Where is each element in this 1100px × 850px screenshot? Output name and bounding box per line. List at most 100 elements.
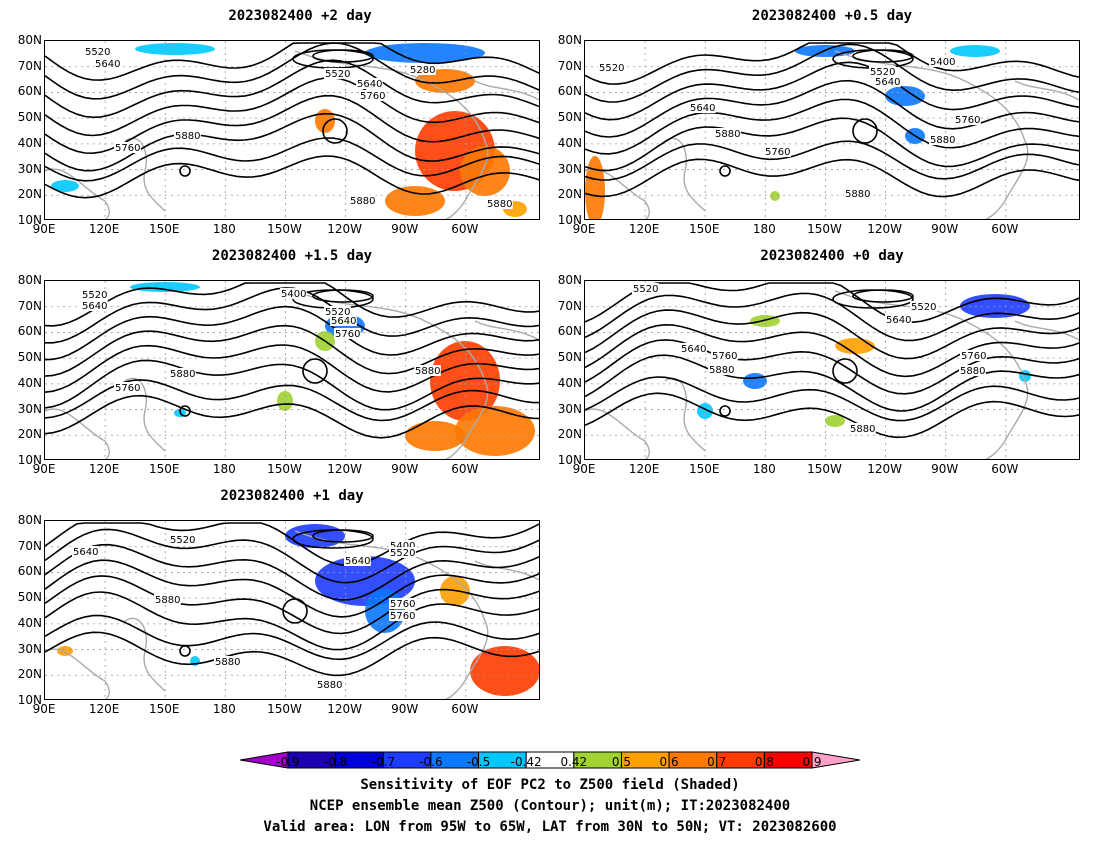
contour-label: 5640	[875, 77, 900, 88]
closed-contour	[179, 645, 191, 657]
lon-tick-label: 150W	[267, 702, 302, 716]
contour-label: 5520	[390, 548, 415, 559]
lon-tick-label: 120W	[327, 702, 362, 716]
contour-label: 5280	[410, 65, 435, 76]
contour-label-bg	[344, 555, 371, 566]
sensitivity-shading	[57, 646, 73, 656]
contour-label: 5880	[415, 366, 440, 377]
closed-contour	[292, 49, 374, 69]
contour-label-bg	[711, 350, 738, 361]
lon-tick-label: 150E	[148, 702, 180, 716]
z500-contour	[585, 376, 1079, 422]
contour-label: 5520	[911, 302, 936, 313]
closed-contour	[719, 405, 731, 417]
lon-tick-label: 90W	[391, 702, 419, 716]
lat-tick-label: 10N	[557, 213, 582, 227]
sensitivity-shading	[315, 109, 335, 133]
contour-label-bg	[81, 300, 108, 311]
contour-label-bg	[910, 301, 937, 312]
contour-label-bg	[929, 56, 956, 67]
contour-label-bg	[844, 188, 871, 199]
z500-contour	[45, 112, 539, 172]
contour-label-bg	[414, 365, 441, 376]
colorbar-tick-label: 0.8	[754, 755, 774, 769]
lat-tick-label: 70N	[557, 298, 582, 313]
panel-title: 2023082400 +1.5 day	[211, 248, 373, 264]
contour-label: 5880	[960, 366, 985, 377]
colorbar-tick-label: 0.5	[611, 755, 631, 769]
lat-tick-label: 40N	[557, 135, 582, 150]
contour-label-bg	[954, 114, 981, 125]
contour-label: 5880	[170, 369, 195, 380]
colorbar-tick-label: -0.42	[510, 755, 542, 769]
lat-tick-label: 60N	[557, 84, 582, 99]
contour-label: 5760	[955, 115, 980, 126]
closed-contour	[312, 289, 374, 303]
contour-label-bg	[324, 68, 351, 79]
coastline	[474, 560, 539, 581]
contour-label-bg	[359, 90, 386, 101]
sensitivity-shading	[385, 186, 445, 216]
contour-label-bg	[874, 76, 901, 87]
lon-tick-label: 90E	[32, 462, 56, 476]
contour-label-bg	[114, 142, 141, 153]
lon-tick-label: 150E	[148, 222, 180, 236]
panel-title: 2023082400 +2 day	[228, 8, 372, 24]
map-plus-1-day: 5520 5640 5400 5520 5640 5760 5880 5760 5880 5880	[44, 520, 540, 700]
contour-label-bg	[334, 328, 361, 339]
contour-label: 5520	[170, 535, 195, 546]
z500-contour	[45, 324, 539, 377]
contour-label-bg	[960, 350, 987, 361]
lat-tick-label: 20N	[17, 187, 42, 202]
contour-label: 5760	[335, 329, 360, 340]
z500-contour	[585, 392, 1079, 439]
closed-contour	[852, 49, 914, 63]
lon-tick-label: 60W	[991, 222, 1019, 236]
colorbar-tick-label: -0.8	[323, 755, 348, 769]
contour-label-bg	[349, 195, 376, 206]
contour-label: 5640	[681, 344, 706, 355]
contour-label-bg	[72, 546, 99, 557]
contour-label: 5640	[95, 59, 120, 70]
sensitivity-shading	[430, 341, 500, 421]
lat-tick-label: 40N	[17, 615, 42, 630]
contour-label: 5880	[930, 135, 955, 146]
caption-line-3: Valid area: LON from 95W to 65W, LAT fro…	[263, 819, 837, 835]
contour-label: 5760	[115, 383, 140, 394]
lon-tick-label: 120E	[628, 222, 660, 236]
sensitivity-shading	[135, 43, 215, 55]
colorbar-tick-label: -0.9	[276, 755, 300, 769]
lon-tick-label: 180	[212, 222, 236, 236]
lon-tick-label: 120W	[867, 222, 902, 236]
contour-label: 5640	[690, 103, 715, 114]
contour-label: 5880	[850, 424, 875, 435]
sensitivity-shading	[825, 415, 845, 427]
map-svg: 5520552056405640576058805760588058805880	[585, 281, 1079, 459]
closed-contour	[292, 529, 374, 549]
sensitivity-shading	[743, 373, 767, 389]
colorbar-tick-label: 0.6	[659, 755, 679, 769]
z500-contour	[45, 76, 539, 137]
closed-contour	[322, 118, 348, 144]
lat-tick-label: 60N	[17, 324, 42, 339]
coastline	[294, 530, 489, 699]
lat-tick-label: 50N	[557, 110, 582, 125]
contour-label-bg	[114, 382, 141, 393]
lat-tick-label: 20N	[557, 187, 582, 202]
lon-tick-label: 150E	[148, 462, 180, 476]
contour-label-bg	[598, 62, 625, 73]
lon-tick-label: 180	[212, 462, 236, 476]
closed-contour	[832, 49, 914, 69]
z500-contour	[45, 155, 539, 199]
closed-contour	[282, 598, 308, 624]
lat-tick-label: 40N	[17, 375, 42, 390]
lat-tick-label: 30N	[17, 641, 42, 656]
sensitivity-shading	[950, 45, 1000, 57]
lon-tick-label: 120E	[88, 222, 120, 236]
contour-label: 5520	[633, 284, 658, 295]
contour-label-bg	[959, 365, 986, 376]
contour-label-bg	[389, 547, 416, 558]
lon-tick-label: 90E	[32, 702, 56, 716]
